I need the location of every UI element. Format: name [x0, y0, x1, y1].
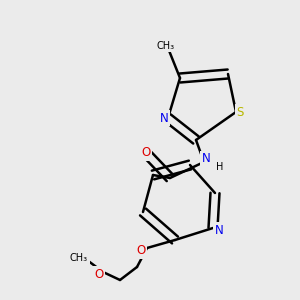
Text: H: H	[216, 162, 224, 172]
Text: CH₃: CH₃	[157, 41, 175, 51]
Text: CH₃: CH₃	[70, 253, 88, 263]
Text: N: N	[214, 224, 224, 236]
Text: N: N	[160, 112, 168, 124]
Text: O: O	[136, 244, 146, 257]
Text: O: O	[94, 268, 103, 281]
Text: S: S	[236, 106, 244, 118]
Text: O: O	[141, 146, 151, 160]
Text: N: N	[202, 152, 210, 166]
